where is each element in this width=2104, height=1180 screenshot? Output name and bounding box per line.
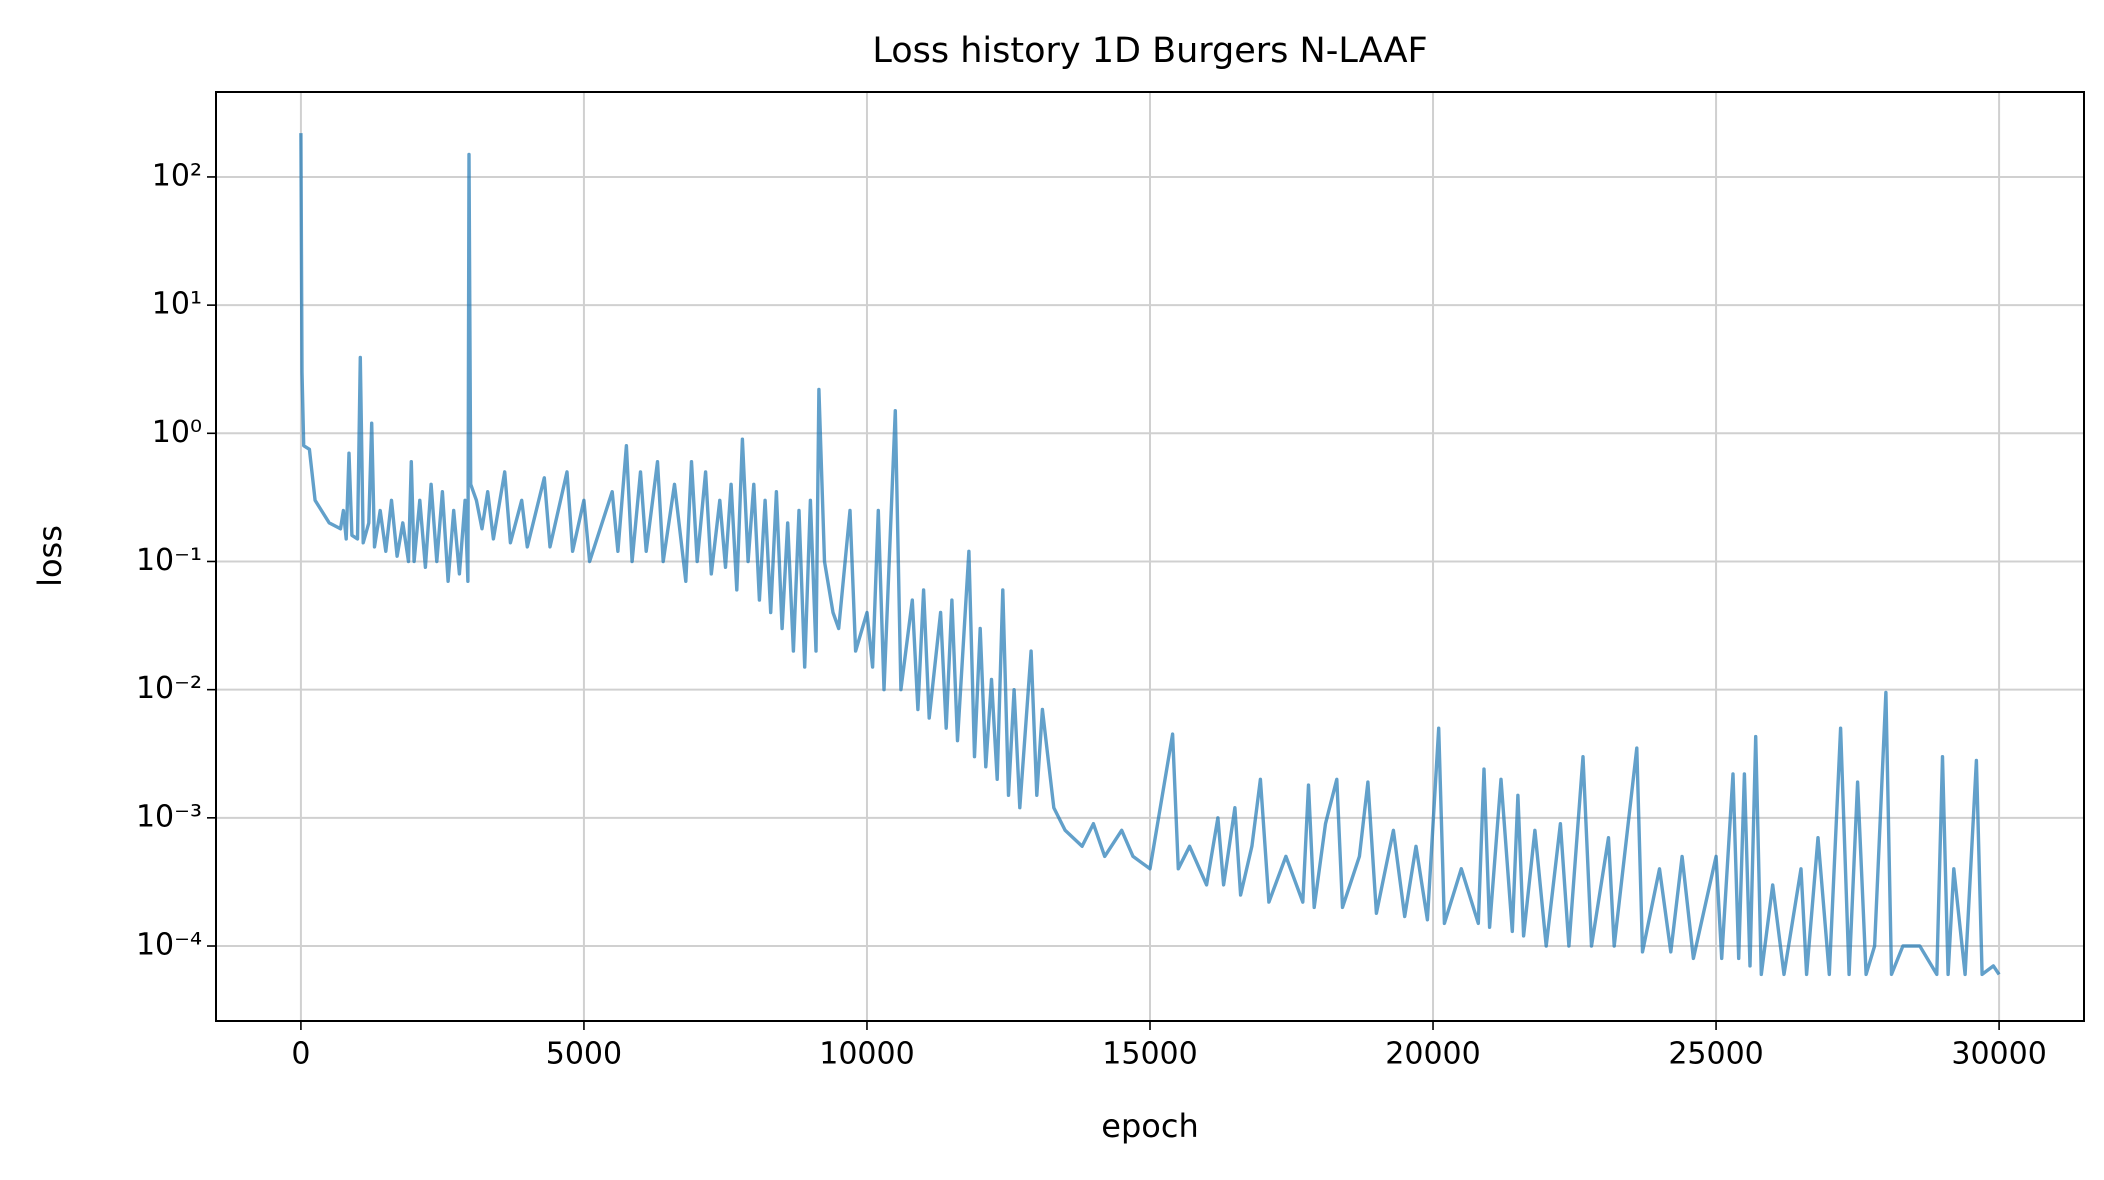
x-tick-label: 20000 [1385, 1037, 1480, 1072]
x-tick-label: 10000 [819, 1037, 914, 1072]
loss-line [299, 133, 2001, 977]
x-axis-label: epoch [1101, 1107, 1198, 1145]
x-tick-label: 25000 [1668, 1037, 1763, 1072]
plot-frame [215, 91, 2085, 1022]
y-tick-label: 10² [152, 158, 202, 193]
y-tick-label: 10⁰ [152, 415, 202, 450]
x-tick-label: 15000 [1102, 1037, 1197, 1072]
y-tick-label: 10⁻¹ [136, 543, 202, 578]
y-tick-label: 10⁻² [136, 671, 202, 706]
x-tick-label: 5000 [546, 1037, 622, 1072]
x-tick-label: 30000 [1951, 1037, 2046, 1072]
x-tick-label: 0 [291, 1037, 310, 1072]
y-axis-label: loss [31, 525, 69, 587]
y-tick-label: 10⁻³ [136, 799, 202, 834]
y-tick-label: 10¹ [152, 287, 202, 322]
chart-title: Loss history 1D Burgers N-LAAF [872, 31, 1427, 71]
y-tick-label: 10⁻⁴ [136, 928, 202, 963]
